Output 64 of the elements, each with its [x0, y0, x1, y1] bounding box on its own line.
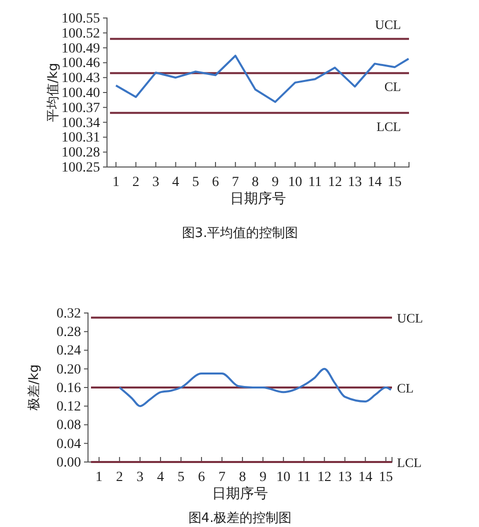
x-tick-label: 1: [96, 470, 103, 485]
ref-line-label: CL: [397, 380, 414, 396]
x-tick-label: 11: [297, 470, 311, 485]
x-tick-label: 4: [157, 470, 164, 485]
x-tick-label: 13: [338, 470, 352, 485]
x-tick-label: 2: [116, 470, 124, 485]
x-tick-label: 7: [232, 174, 239, 190]
y-tick-label: 0.08: [56, 418, 81, 434]
x-tick-label: 15: [378, 470, 393, 485]
y-tick-label: 0.04: [56, 436, 81, 452]
x-tick-label: 3: [136, 470, 144, 485]
ref-line-label: LCL: [397, 455, 422, 470]
x-axis-title: 日期序号: [230, 191, 286, 207]
y-tick-label: 0.16: [56, 380, 81, 396]
line-series: [118, 368, 392, 408]
x-tick-label: 9: [272, 174, 279, 190]
x-tick-label: 9: [259, 470, 266, 485]
x-tick-label: 10: [288, 174, 302, 190]
x-tick-label: 13: [348, 174, 362, 190]
y-tick-label: 100.34: [62, 116, 100, 131]
x-tick-label: 1: [112, 174, 120, 190]
y-tick-label: 0.24: [56, 344, 81, 359]
y-tick-label: 100.49: [62, 41, 100, 56]
text: 图3.平均值的控制图: [182, 226, 298, 241]
x-tick-label: 7: [218, 470, 226, 485]
y-tick-label: 100.46: [62, 56, 100, 72]
x-tick-label: 5: [192, 174, 200, 190]
y-tick-label: 0.12: [56, 400, 81, 415]
y-tick-label: 0.00: [56, 455, 81, 470]
y-tick-label: 100.55: [62, 11, 100, 26]
y-tick-label: 100.52: [62, 26, 100, 42]
y-tick-label: 100.40: [62, 86, 100, 101]
x-tick-label: 5: [178, 470, 185, 485]
x-tick-label: 12: [328, 174, 342, 190]
y-tick-label: 0.28: [56, 325, 81, 340]
x-tick-label: 15: [388, 174, 402, 190]
y-axis-title: 极差/kg: [27, 364, 42, 412]
y-tick-label: 100.43: [62, 71, 100, 86]
text: 图4.极差的控制图: [188, 511, 292, 526]
x-tick-label: 14: [358, 470, 372, 485]
ref-line-label: UCL: [397, 310, 424, 326]
line-series: [114, 54, 410, 103]
x-tick-label: 14: [368, 174, 382, 190]
ref-line-label: CL: [384, 79, 402, 94]
y-tick-label: 100.28: [62, 146, 100, 161]
x-tick-label: 4: [172, 174, 180, 190]
x-tick-label: 11: [308, 174, 322, 190]
y-tick-label: 100.31: [62, 130, 100, 146]
y-axis-title: 平均值/kg: [46, 62, 61, 122]
ref-line-label: LCL: [376, 118, 402, 134]
y-tick-label: 0.20: [56, 362, 81, 378]
x-tick-label: 3: [152, 174, 160, 190]
y-tick-label: 0.32: [56, 306, 81, 322]
y-tick-label: 100.37: [62, 100, 100, 116]
y-tick-label: 100.25: [62, 160, 100, 176]
x-tick-label: 8: [238, 470, 246, 485]
x-axis-title: 日期序号: [212, 486, 268, 502]
x-tick-label: 6: [198, 470, 205, 485]
x-tick-label: 2: [132, 174, 140, 190]
ref-line-label: UCL: [375, 16, 402, 32]
x-tick-label: 10: [276, 470, 290, 485]
x-tick-label: 8: [252, 174, 259, 190]
x-tick-label: 12: [317, 470, 332, 485]
x-tick-label: 6: [212, 174, 219, 190]
